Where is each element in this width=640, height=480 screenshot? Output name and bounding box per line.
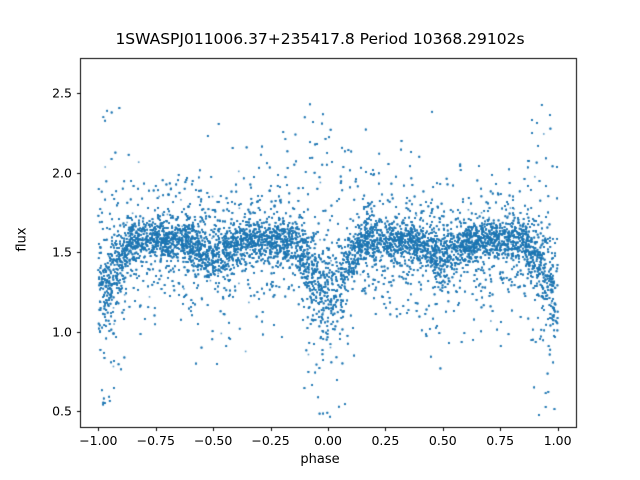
scatter-plot-canvas [0, 0, 640, 480]
figure-canvas: 1SWASPJ011006.37+235417.8 Period 10368.2… [0, 0, 640, 480]
